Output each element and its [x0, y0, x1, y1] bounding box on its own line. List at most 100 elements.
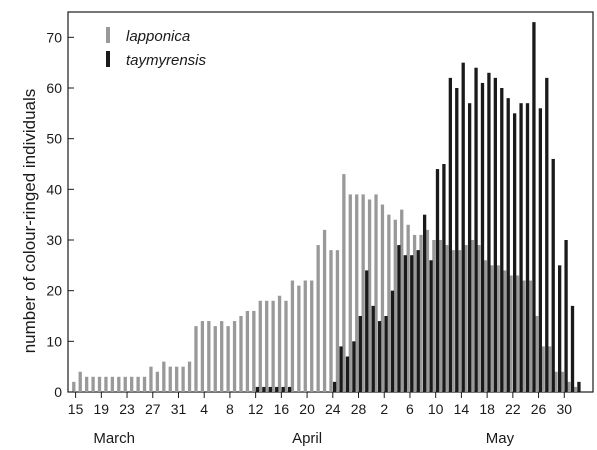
bar-lapponica-2	[85, 376, 89, 392]
bar-lapponica-9	[130, 376, 134, 392]
bar-lapponica-75	[554, 371, 558, 392]
x-tick-label: 10	[428, 401, 444, 417]
bar-lapponica-44	[355, 194, 359, 392]
x-tick-label: 18	[479, 401, 495, 417]
y-tick-label: 30	[46, 232, 62, 248]
bar-taymyrensis-37	[493, 77, 497, 393]
bar-lapponica-70	[522, 280, 526, 392]
bar-lapponica-28	[252, 310, 256, 392]
bar-taymyrensis-43	[532, 22, 536, 392]
x-tick-label: 28	[351, 401, 367, 417]
bar-lapponica-51	[400, 209, 404, 392]
bar-lapponica-14	[162, 361, 166, 392]
bar-lapponica-35	[297, 285, 301, 392]
bar-lapponica-78	[573, 386, 577, 392]
bar-taymyrensis-44	[538, 108, 543, 393]
bar-lapponica-8	[123, 376, 127, 392]
x-tick-label: 27	[145, 401, 161, 417]
x-tick-label: 16	[274, 401, 290, 417]
y-tick-label: 0	[54, 384, 62, 400]
bar-lapponica-68	[509, 275, 513, 392]
bar-lapponica-64	[483, 260, 487, 392]
bar-taymyrensis-33	[467, 103, 472, 392]
legend: lapponica taymyrensis	[106, 27, 207, 69]
bar-taymyrensis-12	[332, 381, 337, 392]
bar-taymyrensis-22	[397, 245, 401, 392]
x-tick-label: 19	[94, 401, 110, 417]
bar-lapponica-67	[502, 270, 507, 392]
bar-taymyrensis-24	[410, 255, 414, 392]
bar-lapponica-21	[207, 321, 211, 392]
bar-lapponica-41	[335, 250, 340, 392]
bar-taymyrensis-39	[506, 98, 510, 392]
bar-lapponica-33	[284, 300, 288, 392]
bar-taymyrensis-18	[371, 305, 375, 392]
legend-label-lapponica: lapponica	[126, 28, 190, 45]
bar-taymyrensis-13	[339, 346, 343, 392]
y-tick-label: 10	[46, 333, 62, 349]
bar-lapponica-50	[393, 219, 397, 392]
x-tick-label: 14	[454, 401, 470, 417]
bar-lapponica-49	[387, 214, 391, 392]
bar-lapponica-40	[329, 250, 333, 392]
bar-lapponica-15	[168, 366, 172, 392]
bar-lapponica-47	[374, 194, 378, 392]
bar-lapponica-12	[149, 366, 153, 392]
bar-taymyrensis-36	[487, 72, 491, 393]
bar-lapponica-10	[136, 376, 140, 392]
bar-lapponica-20	[200, 321, 205, 392]
series-taymyrensis-bars	[255, 22, 581, 393]
bar-lapponica-65	[490, 265, 494, 392]
bar-lapponica-59	[451, 250, 455, 392]
x-tick-label: 6	[406, 401, 414, 417]
bar-taymyrensis-19	[377, 321, 382, 392]
bar-lapponica-3	[91, 376, 95, 392]
bar-taymyrensis-47	[558, 265, 562, 392]
legend-swatch-lapponica	[106, 27, 110, 43]
bar-lapponica-17	[181, 366, 185, 392]
bar-lapponica-5	[104, 376, 108, 392]
bar-lapponica-11	[142, 376, 147, 392]
bar-lapponica-18	[187, 361, 192, 392]
bar-taymyrensis-46	[551, 158, 555, 392]
legend-swatch-taymyrensis	[106, 51, 110, 67]
bar-lapponica-34	[290, 280, 295, 392]
bar-taymyrensis-29	[442, 164, 446, 392]
bar-lapponica-19	[194, 326, 198, 392]
bar-lapponica-56	[432, 240, 436, 392]
y-tick-label: 60	[46, 80, 62, 96]
bar-lapponica-13	[155, 371, 160, 392]
x-tick-label: 23	[119, 401, 135, 417]
month-label: March	[93, 430, 135, 447]
bar-taymyrensis-38	[500, 88, 504, 392]
x-tick-label: 4	[200, 401, 208, 417]
bar-taymyrensis-31	[455, 88, 459, 392]
x-tick-label: 2	[380, 401, 388, 417]
bar-taymyrensis-28	[435, 169, 440, 392]
x-tick-label: 22	[505, 401, 521, 417]
bar-lapponica-1	[78, 371, 82, 392]
bar-taymyrensis-16	[358, 316, 362, 392]
bar-lapponica-25	[232, 321, 237, 392]
bar-lapponica-36	[303, 280, 307, 392]
bar-lapponica-0	[72, 381, 76, 392]
bar-lapponica-27	[245, 310, 250, 392]
bar-lapponica-30	[265, 300, 269, 392]
bar-taymyrensis-1	[262, 386, 266, 392]
bar-lapponica-4	[97, 376, 102, 392]
bar-taymyrensis-27	[429, 260, 433, 392]
bar-taymyrensis-45	[545, 77, 549, 393]
x-tick-label: 15	[68, 401, 84, 417]
bar-taymyrensis-40	[512, 113, 517, 392]
bar-lapponica-43	[348, 194, 352, 392]
y-tick-label: 20	[46, 283, 62, 299]
bar-lapponica-53	[412, 234, 417, 392]
series-lapponica-bars	[72, 174, 577, 392]
bar-taymyrensis-30	[448, 77, 452, 393]
bar-taymyrensis-42	[525, 103, 530, 392]
bar-lapponica-54	[419, 234, 423, 392]
bar-lapponica-55	[425, 229, 430, 392]
y-tick-label: 40	[46, 181, 62, 197]
bar-lapponica-76	[560, 371, 565, 392]
bar-taymyrensis-49	[570, 305, 575, 392]
